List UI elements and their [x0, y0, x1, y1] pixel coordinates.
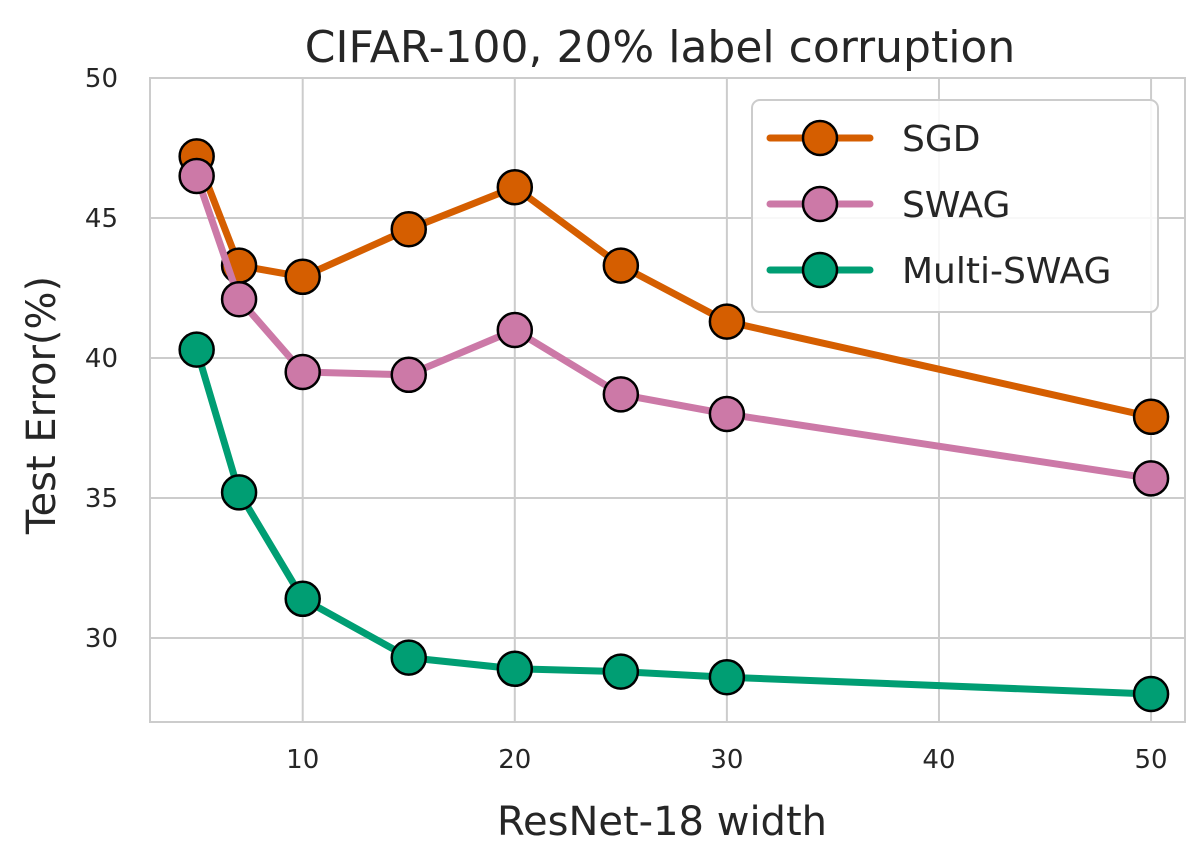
y-axis-label: Test Error(%): [19, 276, 65, 535]
data-point-swag: [284, 353, 321, 391]
chart-title: CIFAR-100, 20% label corruption: [305, 22, 1016, 73]
legend-label-swag: SWAG: [902, 185, 1010, 226]
data-point-multi-swag: [220, 474, 258, 511]
data-point-sgd: [284, 258, 321, 296]
legend-box: [751, 99, 1159, 313]
data-point-swag: [708, 395, 746, 433]
data-point-sgd: [602, 247, 640, 284]
ticks: 10 20 30 40 50 30 35 40 45 50: [85, 64, 1168, 775]
data-point-multi-swag: [1132, 675, 1170, 713]
x-tick-label: 50: [1135, 745, 1168, 775]
y-tick-label: 30: [85, 624, 118, 654]
series-layer: [178, 138, 1170, 713]
legend-label-sgd: SGD: [902, 119, 980, 160]
legend: SGD SWAG Multi-SWAG: [751, 99, 1159, 313]
data-point-swag: [602, 376, 640, 413]
data-point-swag: [1132, 460, 1170, 497]
data-point-swag: [220, 280, 258, 318]
series-multi-swag: [178, 331, 1170, 713]
legend-label-multi-swag: Multi-SWAG: [902, 251, 1111, 292]
x-tick-label: 20: [498, 745, 531, 775]
series-swag: [178, 157, 1170, 497]
data-point-swag: [390, 356, 427, 394]
data-point-swag: [178, 157, 215, 195]
x-axis-label: ResNet-18 width: [497, 799, 827, 845]
data-point-multi-swag: [178, 331, 215, 368]
x-tick-label: 40: [922, 745, 955, 775]
x-tick-label: 10: [286, 745, 319, 775]
data-point-multi-swag: [390, 639, 427, 676]
data-point-multi-swag: [496, 650, 534, 688]
data-point-multi-swag: [708, 658, 746, 696]
x-tick-label: 30: [710, 745, 743, 775]
y-tick-label: 40: [85, 344, 118, 374]
legend-marker-sgd: [801, 119, 839, 157]
y-tick-label: 50: [85, 64, 118, 94]
data-point-swag: [496, 311, 534, 349]
data-point-multi-swag: [284, 580, 321, 618]
legend-marker-swag: [801, 185, 839, 223]
data-point-sgd: [1132, 398, 1170, 436]
data-point-sgd: [708, 303, 746, 340]
data-point-multi-swag: [602, 653, 640, 690]
data-point-sgd: [390, 210, 427, 248]
y-tick-label: 35: [85, 484, 118, 514]
y-tick-label: 45: [85, 204, 118, 234]
data-point-sgd: [496, 168, 534, 206]
legend-marker-multi-swag: [801, 251, 839, 289]
